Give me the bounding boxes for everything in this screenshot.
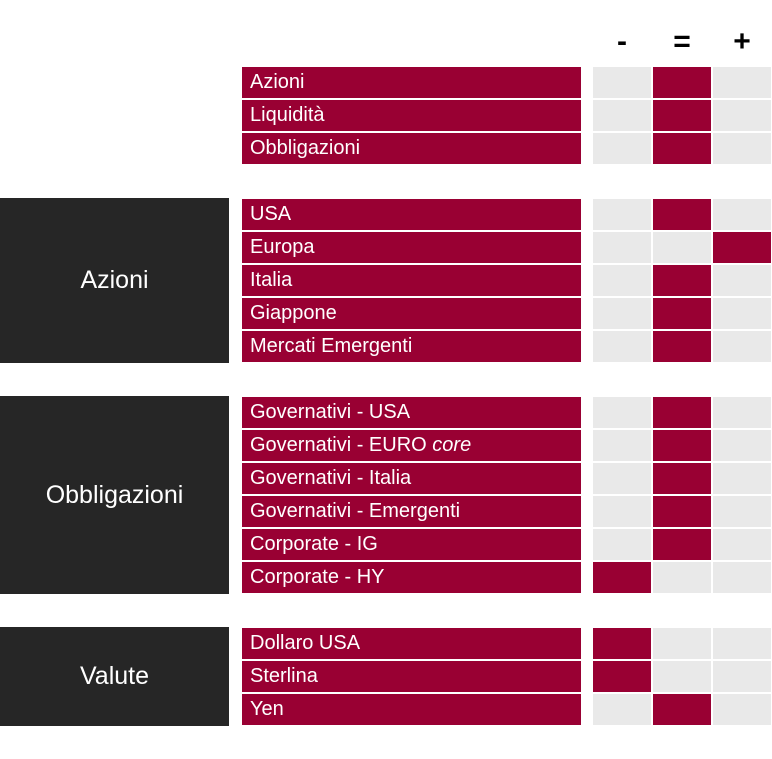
row-label: Italia xyxy=(242,265,581,296)
view-marker-cell xyxy=(713,232,771,263)
empty-cell xyxy=(713,529,771,560)
empty-cell xyxy=(593,463,651,494)
row-label-text: Governativi - Emergenti xyxy=(250,500,461,522)
row-label-text: Europa xyxy=(250,236,315,258)
empty-cell xyxy=(653,628,711,659)
empty-cell xyxy=(653,562,711,593)
row-label-text: Obbligazioni xyxy=(250,137,361,159)
row-label-text: USA xyxy=(250,203,292,225)
row-label: Dollaro USA xyxy=(242,628,581,659)
row-label: Azioni xyxy=(242,67,581,98)
row-label-text: Giappone xyxy=(250,302,337,324)
view-marker-cell xyxy=(593,628,651,659)
row-label: Obbligazioni xyxy=(242,133,581,164)
empty-cell xyxy=(593,529,651,560)
equal-header: = xyxy=(673,25,691,58)
row-label-text: Azioni xyxy=(250,71,305,93)
row-label-text: Mercati Emergenti xyxy=(250,335,413,357)
empty-cell xyxy=(713,397,771,428)
row-label: Governativi - EURO core xyxy=(242,430,581,461)
row-label: Europa xyxy=(242,232,581,263)
view-marker-cell xyxy=(653,463,711,494)
row-label: Governativi - Emergenti xyxy=(242,496,581,527)
empty-cell xyxy=(593,397,651,428)
row-label: Governativi - Italia xyxy=(242,463,581,494)
row-label-text: Dollaro USA xyxy=(250,632,361,654)
row-label-text: Italia xyxy=(250,269,293,291)
empty-cell xyxy=(713,331,771,362)
empty-cell xyxy=(713,661,771,692)
empty-cell xyxy=(713,298,771,329)
empty-cell xyxy=(593,67,651,98)
group-label: Azioni xyxy=(0,198,229,363)
empty-cell xyxy=(653,232,711,263)
view-marker-cell xyxy=(653,265,711,296)
empty-cell xyxy=(713,430,771,461)
view-marker-cell xyxy=(653,529,711,560)
group-label: Valute xyxy=(0,627,229,726)
row-label: Corporate - HY xyxy=(242,562,581,593)
view-marker-cell xyxy=(593,562,651,593)
group-label: Obbligazioni xyxy=(0,396,229,594)
view-marker-cell xyxy=(653,133,711,164)
empty-cell xyxy=(713,67,771,98)
empty-cell xyxy=(713,100,771,131)
plus-header: + xyxy=(733,25,751,58)
empty-cell xyxy=(593,232,651,263)
row-label: Corporate - IG xyxy=(242,529,581,560)
empty-cell xyxy=(713,265,771,296)
empty-cell xyxy=(593,430,651,461)
empty-cell xyxy=(593,331,651,362)
row-label-text: Governativi - Italia xyxy=(250,467,412,489)
row-label: Sterlina xyxy=(242,661,581,692)
row-label: Liquidità xyxy=(242,100,581,131)
empty-cell xyxy=(713,496,771,527)
empty-cell xyxy=(713,628,771,659)
empty-cell xyxy=(593,199,651,230)
empty-cell xyxy=(593,133,651,164)
empty-cell xyxy=(713,694,771,725)
minus-header: - xyxy=(617,25,627,58)
view-marker-cell xyxy=(653,100,711,131)
row-label-text: Liquidità xyxy=(250,104,325,126)
view-marker-cell xyxy=(653,199,711,230)
view-marker-cell xyxy=(653,331,711,362)
view-marker-cell xyxy=(653,430,711,461)
row-label: Mercati Emergenti xyxy=(242,331,581,362)
view-marker-cell xyxy=(653,397,711,428)
row-label-text: Governativi - EURO xyxy=(250,434,427,456)
view-marker-cell xyxy=(653,67,711,98)
row-label-text: Corporate - IG xyxy=(250,533,378,555)
empty-cell xyxy=(713,133,771,164)
row-label: Governativi - USA xyxy=(242,397,581,428)
empty-cell xyxy=(713,463,771,494)
empty-cell xyxy=(593,265,651,296)
row-label-italic: core xyxy=(432,434,472,456)
row-label-text: Sterlina xyxy=(250,665,318,687)
empty-cell xyxy=(593,496,651,527)
empty-cell xyxy=(713,562,771,593)
view-marker-cell xyxy=(653,496,711,527)
view-marker-cell xyxy=(653,694,711,725)
empty-cell xyxy=(653,661,711,692)
row-label: Giappone xyxy=(242,298,581,329)
empty-cell xyxy=(593,298,651,329)
row-label: USA xyxy=(242,199,581,230)
empty-cell xyxy=(593,100,651,131)
row-label-text: Corporate - HY xyxy=(250,566,385,588)
row-label-text: Governativi - USA xyxy=(250,401,411,423)
empty-cell xyxy=(713,199,771,230)
view-marker-cell xyxy=(653,298,711,329)
empty-cell xyxy=(593,694,651,725)
view-marker-cell xyxy=(593,661,651,692)
row-label: Yen xyxy=(242,694,581,725)
row-label-text: Yen xyxy=(250,698,284,720)
